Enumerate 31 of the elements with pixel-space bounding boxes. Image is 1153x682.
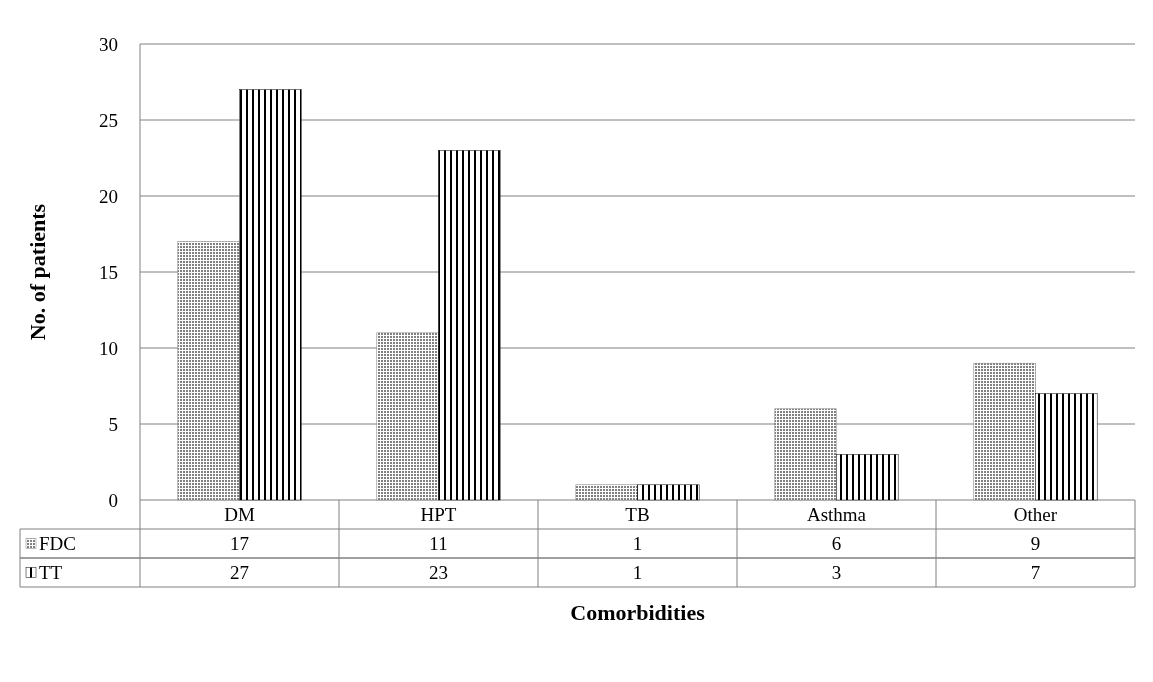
y-tick-label: 15 bbox=[99, 261, 118, 283]
bar bbox=[239, 89, 302, 501]
data-label: 1 bbox=[632, 562, 643, 584]
y-tick-label: 5 bbox=[108, 413, 118, 435]
bar bbox=[637, 484, 700, 501]
data-label: 11 bbox=[429, 533, 448, 555]
legend-label: TT bbox=[39, 562, 63, 584]
data-label: 9 bbox=[1030, 533, 1041, 555]
bar bbox=[836, 454, 899, 501]
data-label: 3 bbox=[831, 562, 842, 584]
y-tick-label: 25 bbox=[99, 109, 118, 131]
x-axis-title: Comorbidities bbox=[570, 600, 706, 625]
data-label: 7 bbox=[1030, 562, 1041, 584]
x-tick-label: TB bbox=[625, 504, 650, 526]
x-tick-label: Asthma bbox=[806, 504, 867, 526]
y-tick-label: 10 bbox=[99, 337, 118, 359]
data-label: 17 bbox=[230, 533, 249, 555]
data-label: 6 bbox=[831, 533, 842, 555]
bar bbox=[1035, 393, 1098, 501]
y-tick-label: 0 bbox=[108, 489, 118, 511]
x-tick-label: DM bbox=[224, 504, 255, 526]
data-label: 27 bbox=[230, 562, 249, 584]
y-axis-title: No. of patients bbox=[25, 203, 50, 341]
legend-label: FDC bbox=[39, 533, 76, 555]
x-tick-label: Other bbox=[1013, 504, 1058, 526]
data-label: 1 bbox=[632, 533, 643, 555]
y-tick-label: 20 bbox=[99, 185, 118, 207]
data-label: 23 bbox=[429, 562, 448, 584]
y-tick-label: 30 bbox=[99, 33, 118, 55]
bar bbox=[438, 150, 501, 501]
x-tick-label: HPT bbox=[420, 504, 457, 526]
